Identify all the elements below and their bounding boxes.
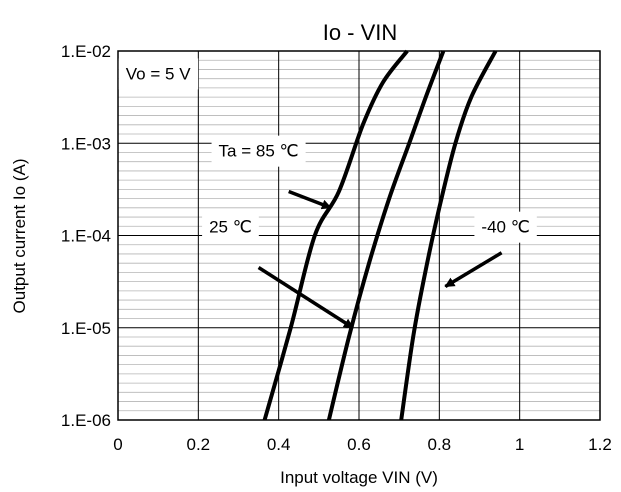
- chart-title: Io - VIN: [323, 20, 398, 45]
- annotation-label: -40 ℃: [481, 218, 529, 237]
- series-line: [326, 50, 446, 421]
- y-tick-label: 1.E-03: [61, 134, 111, 153]
- x-tick-label: 0.8: [428, 435, 452, 454]
- x-axis-label: Input voltage VIN (V): [280, 468, 438, 487]
- y-tick-labels: 1.E-06 1.E-05 1.E-04 1.E-03 1.E-02: [61, 42, 111, 430]
- series-layer: [262, 49, 498, 421]
- y-tick-label: 1.E-05: [61, 319, 111, 338]
- plot-frame: [117, 50, 601, 421]
- x-tick-label: 0.2: [187, 435, 211, 454]
- x-tick-label: 0.6: [347, 435, 371, 454]
- annotation-background: [202, 211, 259, 243]
- annotation-background: [118, 58, 199, 90]
- annotation-arrow: [444, 251, 503, 289]
- annotation-background: [474, 211, 537, 243]
- y-axis-label: Output current Io (A): [10, 159, 29, 314]
- series-line: [262, 49, 409, 421]
- x-tick-label: 0.4: [267, 435, 291, 454]
- annotation-layer: Vo = 5 V Ta = 85 ℃ 25 ℃ -40 ℃: [118, 58, 537, 330]
- annotation-arrow: [257, 266, 354, 330]
- annotation-background: [211, 135, 306, 167]
- x-tick-label: 0: [113, 435, 122, 454]
- y-tick-label: 1.E-02: [61, 42, 111, 61]
- y-tick-label: 1.E-04: [61, 227, 111, 246]
- y-tick-label: 1.E-06: [61, 411, 111, 430]
- annotation-label: 25 ℃: [209, 218, 252, 237]
- series-line: [399, 50, 498, 421]
- x-tick-label: 1.2: [588, 435, 612, 454]
- annotation-label: Vo = 5 V: [126, 64, 191, 83]
- annotation-arrow: [288, 189, 332, 210]
- annotation-label: Ta = 85 ℃: [219, 142, 299, 161]
- x-tick-label: 1: [515, 435, 524, 454]
- x-tick-labels: 0 0.2 0.4 0.6 0.8 1 1.2: [113, 435, 612, 454]
